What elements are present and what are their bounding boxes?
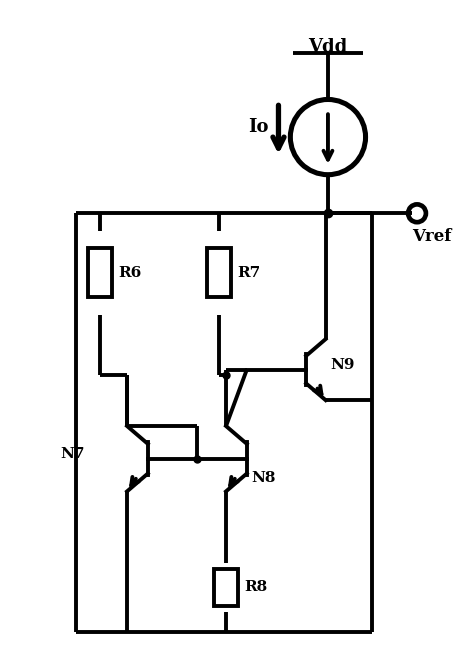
- Text: R6: R6: [118, 266, 141, 279]
- Text: N7: N7: [61, 447, 85, 461]
- Bar: [207, 248, 231, 297]
- Text: R7: R7: [237, 266, 260, 279]
- Text: N8: N8: [252, 472, 276, 486]
- Text: N9: N9: [330, 358, 355, 372]
- Bar: [214, 569, 238, 606]
- Text: Io: Io: [249, 118, 269, 136]
- Bar: [89, 248, 112, 297]
- Text: Vdd: Vdd: [308, 38, 347, 56]
- Text: Vref: Vref: [412, 228, 451, 245]
- Text: R8: R8: [244, 580, 267, 594]
